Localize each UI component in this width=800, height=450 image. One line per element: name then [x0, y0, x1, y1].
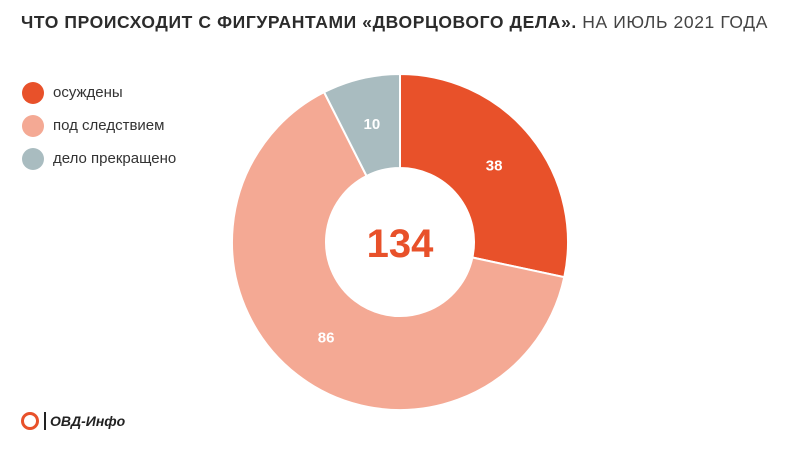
- logo-divider: [44, 412, 46, 430]
- slice-value-under-investigation: 86: [318, 329, 335, 346]
- chart-title: ЧТО ПРОИСХОДИТ С ФИГУРАНТАМИ «ДВОРЦОВОГО…: [21, 12, 768, 33]
- legend-swatch-under-investigation: [22, 114, 44, 137]
- logo-ring-icon: [21, 412, 39, 430]
- slice-case-closed: [322, 72, 401, 178]
- legend-swatch-convicted: [22, 81, 44, 104]
- slice-value-convicted: 38: [486, 157, 503, 174]
- legend-item-under-investigation: под следствием: [22, 109, 176, 142]
- chart-title-date: НА ИЮЛЬ 2021 ГОДА: [582, 12, 768, 32]
- chart-title-main: ЧТО ПРОИСХОДИТ С ФИГУРАНТАМИ «ДВОРЦОВОГО…: [21, 12, 577, 32]
- legend-item-case-closed: дело прекращено: [22, 142, 176, 175]
- center-total: 134: [367, 222, 434, 266]
- legend-item-convicted: осуждены: [22, 76, 176, 109]
- legend-label-case-closed: дело прекращено: [53, 150, 177, 167]
- legend: осуждены под следствием дело прекращено: [22, 76, 176, 175]
- ovd-info-logo: ОВД-Инфо: [21, 412, 125, 430]
- slice-under-investigation: [231, 90, 566, 411]
- legend-label-convicted: осуждены: [53, 84, 123, 101]
- legend-label-under-investigation: под следствием: [53, 117, 165, 134]
- slice-value-case-closed: 10: [364, 116, 381, 133]
- logo-text: ОВД-Инфо: [50, 413, 126, 429]
- slice-convicted: [399, 72, 569, 279]
- legend-swatch-case-closed: [22, 147, 44, 170]
